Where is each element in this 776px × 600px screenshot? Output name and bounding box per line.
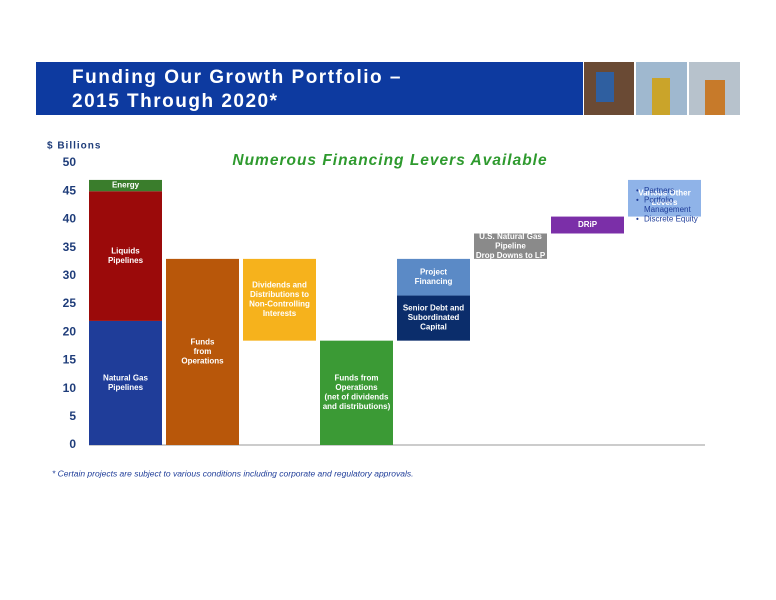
note-text: Partners: [644, 186, 674, 195]
bar-segment: [397, 295, 470, 341]
bar-segment: [89, 191, 162, 321]
note-text: Management: [644, 205, 691, 214]
y-tick-label: 10: [63, 381, 77, 395]
note-bullet: •: [636, 196, 639, 205]
bar-segment: [166, 258, 239, 445]
segment-label: Funds from: [335, 374, 379, 383]
segment-label: (net of dividends: [325, 393, 390, 402]
segment-label: Drop Downs to LP: [476, 251, 546, 260]
segment-label: Financing: [415, 277, 453, 286]
segment-label: Levers: [652, 198, 678, 207]
segment-label: Funds: [191, 338, 216, 347]
header-title: Funding Our Growth Portfolio –: [72, 67, 402, 88]
segment-label: Pipelines: [108, 256, 144, 265]
y-tick-label: 0: [69, 437, 76, 451]
segment-label: Project: [420, 268, 447, 277]
photo-figure: [596, 72, 614, 102]
y-tick-label: 30: [63, 268, 77, 282]
segment-label: Various Other: [638, 189, 690, 198]
photo-figure: [705, 80, 725, 115]
bar-segment: [89, 320, 162, 445]
segment-label: Distributions to: [250, 290, 309, 299]
segment-label: from: [194, 347, 212, 356]
segment-label: Subordinated: [408, 313, 460, 322]
segment-label: Operations: [181, 357, 224, 366]
segment-label: Pipelines: [108, 383, 144, 392]
header-title: 2015 Through 2020*: [72, 91, 279, 112]
segment-label: Senior Debt and: [403, 304, 464, 313]
segment-label: Dividends and: [252, 281, 307, 290]
y-axis-title: $ Billions: [47, 141, 101, 152]
bar-segment: [89, 179, 162, 192]
segment-label: Natural Gas: [103, 373, 148, 382]
bar-segment: [628, 179, 701, 217]
bar-segment: [243, 258, 316, 341]
y-tick-label: 5: [69, 409, 76, 423]
header-photos: [584, 62, 740, 115]
segment-label: and distributions): [323, 402, 391, 411]
note-text: Portfolio: [644, 196, 674, 205]
segment-label: Non-Controlling: [249, 300, 310, 309]
y-tick-label: 40: [63, 212, 77, 226]
chart-subtitle: Numerous Financing Levers Available: [232, 152, 547, 169]
bar-segment: [397, 258, 470, 296]
segment-label: Capital: [420, 323, 447, 332]
segment-label: Interests: [263, 309, 297, 318]
y-tick-label: 35: [63, 240, 77, 254]
header-band: [36, 62, 583, 115]
y-tick-label: 45: [63, 183, 77, 197]
segment-label: U.S. Natural Gas: [479, 232, 542, 241]
note-bullet: •: [636, 186, 639, 195]
note-bullet: •: [636, 215, 639, 224]
y-tick-label: 15: [63, 353, 77, 367]
note-text: Discrete Equity: [644, 215, 698, 224]
segment-label: Liquids: [111, 246, 140, 255]
bar-segment: [474, 233, 547, 259]
photo-figure: [652, 78, 670, 115]
y-tick-label: 25: [63, 296, 77, 310]
segment-label: Operations: [335, 383, 378, 392]
y-tick-label: 50: [63, 155, 77, 169]
segment-label: Energy: [112, 181, 140, 190]
footnote: * Certain projects are subject to variou…: [52, 468, 413, 478]
segment-label: DRiP: [578, 220, 598, 229]
segment-label: Pipeline: [495, 241, 526, 250]
bar-segment: [320, 340, 393, 445]
y-tick-label: 20: [63, 324, 77, 338]
bar-segment: [551, 216, 624, 234]
